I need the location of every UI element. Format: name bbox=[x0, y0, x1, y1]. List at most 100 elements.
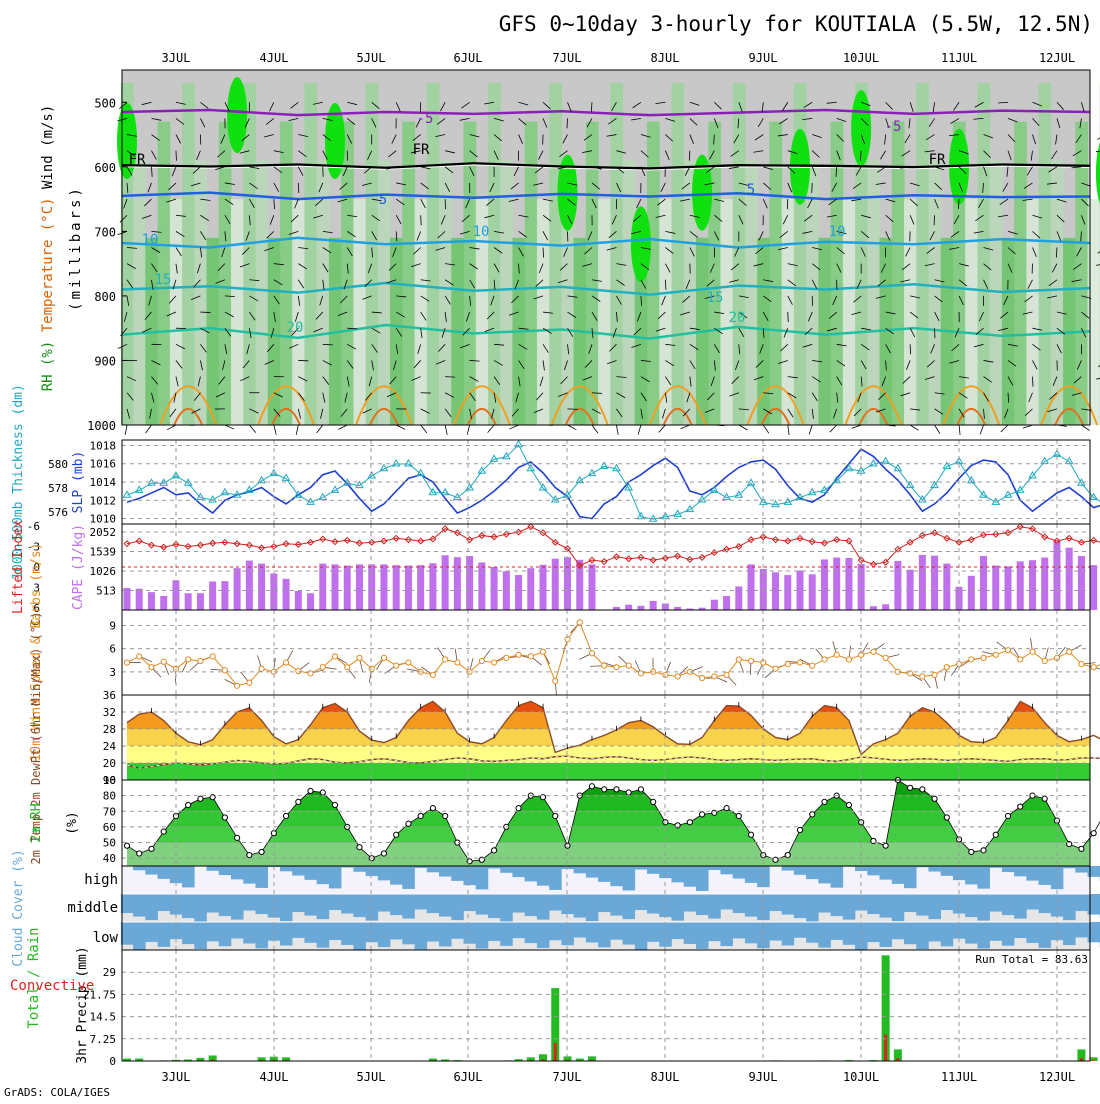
rh-line-marker bbox=[797, 827, 802, 832]
cape-bar bbox=[160, 596, 167, 610]
cloud-bar bbox=[720, 922, 733, 946]
cloud-bar bbox=[574, 866, 587, 873]
cloud-bar bbox=[990, 922, 1003, 941]
slp-line bbox=[127, 449, 1100, 518]
cloud-level-label: low bbox=[93, 930, 119, 946]
cape-bar bbox=[185, 593, 192, 610]
wind-speed-line-marker bbox=[589, 651, 594, 656]
top-date-label: 11JUL bbox=[941, 51, 977, 65]
rh-line-marker bbox=[553, 813, 558, 818]
top-date-label: 12JUL bbox=[1039, 51, 1075, 65]
temp-band bbox=[122, 695, 1090, 712]
temp-tick: 32 bbox=[103, 706, 116, 719]
wind-speed-line-marker bbox=[1005, 648, 1010, 653]
wind-speed-line-marker bbox=[675, 674, 680, 679]
chart-title: GFS 0~10day 3-hourly for KOUTIALA (5.5W,… bbox=[499, 12, 1093, 36]
cloud-bar bbox=[892, 866, 905, 884]
cloud-bar bbox=[427, 894, 440, 913]
wind-barb bbox=[421, 215, 422, 225]
wind-speed-line-marker bbox=[528, 654, 533, 659]
rh-band bbox=[170, 199, 183, 425]
temp-tick: 20 bbox=[103, 757, 116, 770]
cloud-bar bbox=[366, 894, 379, 921]
wind-speed-line-marker bbox=[455, 660, 460, 665]
thickness-line-marker bbox=[809, 489, 816, 495]
cape-tick: 2052 bbox=[90, 526, 117, 539]
cloud-bar bbox=[1002, 922, 1015, 946]
bottom-date-label: 3JUL bbox=[162, 1070, 191, 1084]
rh-band bbox=[317, 160, 330, 425]
pressure-tick: 600 bbox=[94, 161, 116, 175]
cloud-bar bbox=[1088, 894, 1100, 915]
wind-speed-line-marker bbox=[1042, 658, 1047, 663]
cloud-bar bbox=[708, 922, 721, 941]
cloud-bar bbox=[696, 894, 709, 915]
rh-band bbox=[659, 199, 672, 425]
wind-barb bbox=[616, 425, 618, 435]
cloud-bar bbox=[231, 922, 244, 939]
slp-tick: 1012 bbox=[90, 494, 117, 507]
cloud-bar bbox=[1039, 922, 1052, 948]
rh-band bbox=[427, 83, 440, 425]
rh-line-marker bbox=[149, 846, 154, 851]
wind-barb bbox=[935, 425, 940, 433]
rh-line-marker bbox=[235, 835, 240, 840]
rh-line-marker bbox=[430, 806, 435, 811]
cape-bar bbox=[429, 563, 436, 610]
cloud-bar bbox=[292, 894, 305, 912]
cloud-bar bbox=[965, 894, 978, 917]
rh-line-marker bbox=[969, 849, 974, 854]
cloud-bar bbox=[708, 894, 721, 919]
cloud-bar bbox=[941, 922, 954, 946]
rh-band bbox=[488, 83, 501, 425]
wind-barb bbox=[225, 425, 234, 429]
cape-bar bbox=[1005, 566, 1012, 610]
rh-band bbox=[1026, 199, 1039, 425]
cloud-bar bbox=[574, 922, 587, 938]
cloud-bar bbox=[1014, 894, 1027, 919]
rh-ylabel: 2m RH bbox=[29, 803, 44, 842]
wind-speed-line-marker bbox=[920, 674, 925, 679]
wind-barb bbox=[681, 425, 690, 429]
cloud-bar bbox=[818, 922, 831, 948]
rh-band bbox=[1088, 199, 1100, 425]
thickness-line-marker bbox=[405, 460, 412, 466]
cloud-bar bbox=[133, 894, 146, 917]
cloud-bar bbox=[500, 894, 513, 922]
cloud-bar bbox=[525, 922, 538, 943]
rh-line-marker bbox=[993, 832, 998, 837]
top-date-label: 5JUL bbox=[357, 51, 386, 65]
thickness-line-marker bbox=[491, 455, 498, 461]
cape-bar bbox=[454, 557, 461, 610]
cape-bar bbox=[907, 570, 914, 610]
rh-line-marker bbox=[516, 806, 521, 811]
wind-barb bbox=[665, 280, 666, 290]
cloud-bar bbox=[317, 866, 330, 884]
cloud-bar bbox=[659, 894, 672, 917]
cloud-bar bbox=[647, 922, 660, 942]
cloud-bar bbox=[292, 922, 305, 938]
cloud-bar bbox=[427, 866, 440, 872]
cloud-bar bbox=[880, 866, 893, 880]
lifted-index-ylabel: Lifted Index bbox=[11, 520, 26, 614]
cloud-bar bbox=[843, 922, 856, 945]
wind-barb bbox=[1032, 377, 1033, 387]
cloud-bar bbox=[1063, 894, 1076, 920]
wind-barb bbox=[934, 215, 935, 225]
wind-barb bbox=[167, 425, 176, 430]
cloud-bar bbox=[145, 866, 158, 875]
cloud-bar bbox=[133, 866, 146, 870]
wind-speed-line-marker bbox=[699, 675, 704, 680]
cloud-level-label: high bbox=[84, 872, 118, 888]
cloud-bar bbox=[672, 894, 685, 921]
cloud-bar bbox=[317, 894, 330, 919]
wind-barb bbox=[249, 425, 255, 433]
cloud-bar bbox=[1088, 866, 1100, 877]
wind-barb bbox=[852, 425, 861, 428]
cloud-bar bbox=[537, 866, 550, 886]
cloud-bar bbox=[158, 922, 171, 947]
pressure-tick: 700 bbox=[94, 225, 116, 239]
cape-bar bbox=[307, 593, 314, 610]
cloud-bar bbox=[659, 922, 672, 947]
rh-band bbox=[610, 83, 623, 425]
